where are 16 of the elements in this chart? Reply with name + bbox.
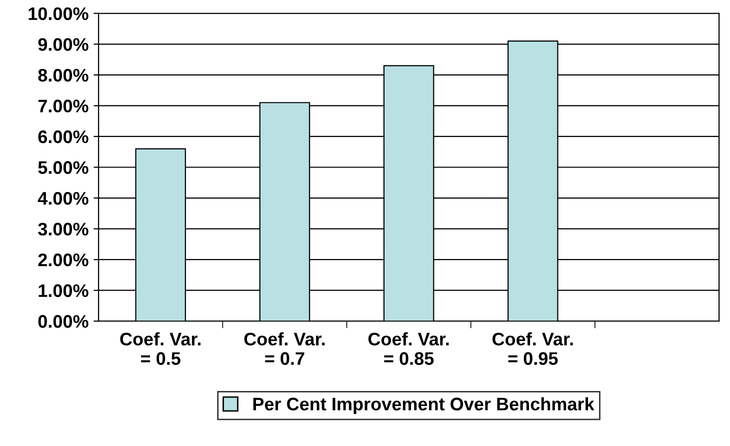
legend-label: Per Cent Improvement Over Benchmark: [253, 397, 594, 414]
x-tick-label: Coef. Var. = 0.95: [492, 332, 573, 365]
y-tick-label: 2.00%: [38, 254, 88, 266]
y-tick-label: 8.00%: [38, 68, 88, 82]
x-tick-label: Coef. Var. = 0.85: [368, 332, 449, 365]
y-tick-label: 6.00%: [38, 130, 88, 144]
x-tick-label: Coef. Var. = 0.5: [120, 332, 201, 365]
y-tick-label: 1.00%: [38, 284, 88, 298]
y-tick-label: 10.00%: [28, 7, 88, 20]
y-tick-label: 5.00%: [38, 161, 88, 174]
y-tick-label: 7.00%: [38, 100, 88, 112]
y-tick-label: 9.00%: [38, 38, 88, 51]
y-tick-label: 4.00%: [38, 192, 88, 205]
x-tick-label: Coef. Var. = 0.7: [244, 332, 325, 365]
y-tick-label: 3.00%: [38, 222, 88, 236]
y-tick-label: 0.00%: [38, 315, 88, 328]
